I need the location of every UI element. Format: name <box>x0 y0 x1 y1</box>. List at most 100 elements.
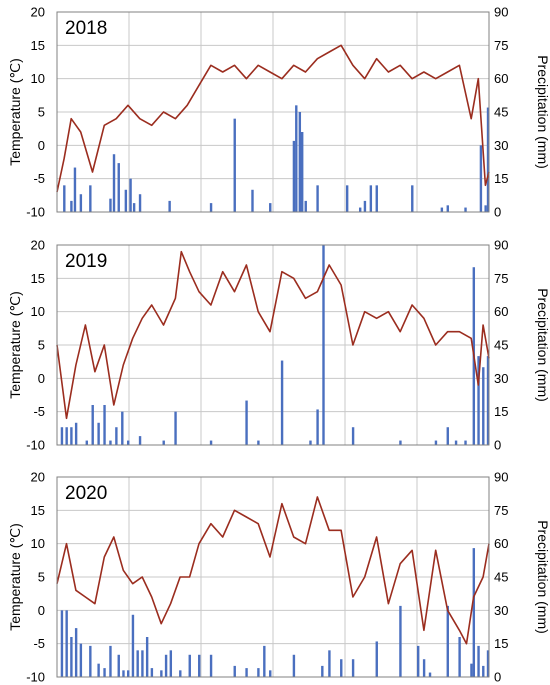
precipitation-bar <box>115 427 118 445</box>
y-left-tick-label: 0 <box>38 138 45 153</box>
precipitation-bar <box>316 409 319 445</box>
precipitation-bar <box>122 670 125 677</box>
precipitation-bar <box>321 665 324 677</box>
precipitation-bar <box>73 167 77 212</box>
precipitation-bar <box>109 645 112 677</box>
y-right-axis-title: Precipitation (mm) <box>535 288 550 402</box>
precipitation-bar <box>70 427 73 445</box>
precipitation-bar <box>79 643 83 677</box>
y-right-tick-label: 90 <box>494 5 508 20</box>
precipitation-bar <box>124 189 128 212</box>
y-left-tick-label: 10 <box>31 71 45 86</box>
y-left-tick-label: 20 <box>31 470 45 485</box>
precipitation-bar <box>145 637 149 677</box>
precipitation-bar <box>97 422 100 445</box>
y-right-tick-label: 45 <box>494 338 508 353</box>
precipitation-bar <box>280 360 284 445</box>
precipitation-bar <box>138 194 142 212</box>
precipitation-bar <box>482 367 485 445</box>
y-left-axis-title: Temperature (℃) <box>7 58 23 166</box>
precipitation-bar <box>482 665 485 677</box>
precipitation-bar <box>127 670 130 677</box>
precipitation-bar <box>477 645 480 677</box>
precipitation-bar <box>479 145 483 212</box>
precipitation-bar <box>486 356 490 445</box>
y-left-axis-title: Temperature (℃) <box>7 523 23 631</box>
precipitation-bar <box>109 440 112 445</box>
y-left-tick-label: 0 <box>38 603 45 618</box>
precipitation-bar <box>399 440 402 445</box>
precipitation-bar <box>127 440 130 445</box>
precipitation-bar <box>60 427 64 445</box>
precipitation-bar <box>198 654 201 677</box>
precipitation-bar <box>399 605 402 677</box>
precipitation-bar <box>89 645 92 677</box>
y-right-axis-title: Precipitation (mm) <box>535 55 550 169</box>
precipitation-bar <box>60 610 64 677</box>
y-left-tick-label: -10 <box>26 438 45 453</box>
precipitation-bar <box>300 132 304 212</box>
precipitation-bar <box>162 440 165 445</box>
y-left-tick-label: 15 <box>31 38 45 53</box>
precipitation-bar <box>269 670 272 677</box>
y-left-tick-label: 10 <box>31 536 45 551</box>
precipitation-bar <box>328 650 331 677</box>
precipitation-bar <box>169 650 173 677</box>
precipitation-bar <box>141 650 144 677</box>
precipitation-bar <box>89 185 92 212</box>
precipitation-bar <box>209 203 213 212</box>
precipitation-bar <box>70 200 73 212</box>
precipitation-bar <box>486 650 490 677</box>
y-right-tick-label: 0 <box>494 438 501 453</box>
y-left-tick-label: 10 <box>31 304 45 319</box>
precipitation-bar <box>351 659 355 677</box>
chart-panel-2018: 20 15 10 5 0 -5 -10 90 75 60 45 30 15 0 2018 Temperatur… <box>7 5 550 220</box>
precipitation-bar <box>472 548 476 677</box>
precipitation-bar <box>428 672 432 677</box>
precipitation-bar <box>470 663 473 677</box>
precipitation-bar <box>209 654 213 677</box>
y-right-tick-label: 60 <box>494 304 508 319</box>
precipitation-bar <box>269 203 272 212</box>
precipitation-bar <box>117 654 120 677</box>
precipitation-bar <box>109 198 112 212</box>
y-right-tick-label: 75 <box>494 503 508 518</box>
precipitation-bar <box>65 427 68 445</box>
precipitation-bar <box>257 440 260 445</box>
panel-year-label: 2020 <box>65 483 107 504</box>
y-right-tick-label: 15 <box>494 636 508 651</box>
precipitation-bar <box>316 185 319 212</box>
precipitation-bar <box>309 440 312 445</box>
precipitation-bar <box>65 610 68 677</box>
precipitation-bar <box>454 440 458 445</box>
precipitation-bar <box>112 154 116 212</box>
precipitation-bar <box>446 605 449 677</box>
precipitation-bar <box>298 112 302 212</box>
y-left-tick-label: -5 <box>33 171 45 186</box>
precipitation-bar <box>168 200 171 212</box>
y-left-tick-label: 5 <box>38 338 45 353</box>
chart-panel-2020: 20 15 10 5 0 -5 -10 90 75 60 45 30 15 0 2020 Temperatur… <box>7 470 550 685</box>
precipitation-bar <box>74 628 78 677</box>
y-left-tick-label: 5 <box>38 105 45 120</box>
precipitation-bar <box>340 659 343 677</box>
precipitation-bar <box>446 427 449 445</box>
precipitation-bar <box>251 189 254 212</box>
y-right-tick-label: 60 <box>494 71 508 86</box>
precipitation-bar <box>136 650 139 677</box>
y-left-tick-label: -5 <box>33 404 45 419</box>
y-left-tick-label: 0 <box>38 371 45 386</box>
y-right-tick-label: 30 <box>494 138 508 153</box>
temperature-line <box>56 250 490 420</box>
precipitation-bar <box>70 637 73 677</box>
precipitation-bar <box>322 245 325 445</box>
precipitation-bar <box>209 440 213 445</box>
precipitation-bar <box>245 668 248 677</box>
y-left-tick-label: 15 <box>31 503 45 518</box>
precipitation-bar <box>363 200 367 212</box>
precipitation-bar <box>484 205 487 212</box>
precipitation-bar <box>263 645 266 677</box>
chart-panel-2019: 20 15 10 5 0 -5 -10 90 75 60 45 30 15 0 2019 Temperatur… <box>7 238 550 453</box>
y-left-axis-title: Temperature (℃) <box>7 291 23 399</box>
